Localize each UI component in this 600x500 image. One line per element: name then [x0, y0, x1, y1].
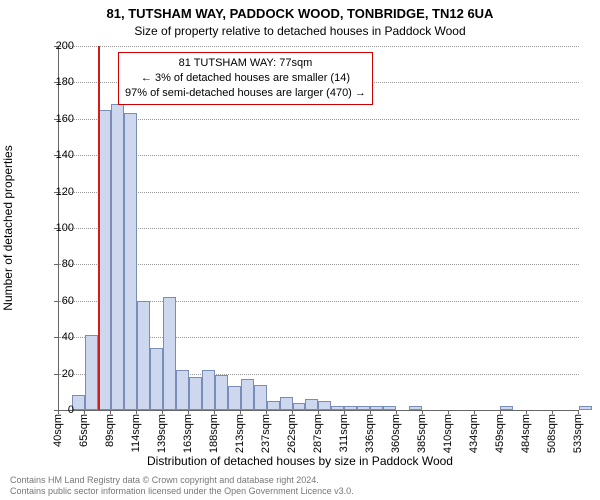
gridline: [59, 155, 579, 156]
x-tick-label: 459sqm: [494, 414, 506, 453]
x-tick-label: 508sqm: [546, 414, 558, 453]
histogram-bar: [137, 301, 150, 410]
histogram-bar: [500, 406, 513, 410]
property-marker-line: [98, 46, 100, 410]
y-tick-mark: [54, 337, 58, 338]
x-tick-label: 114sqm: [130, 414, 142, 452]
x-tick-label: 484sqm: [520, 414, 532, 453]
histogram-bar: [383, 406, 396, 410]
x-tick-label: 163sqm: [182, 414, 194, 453]
x-tick-label: 65sqm: [78, 414, 90, 447]
histogram-bar: [344, 406, 357, 410]
gridline: [59, 192, 579, 193]
histogram-bar: [293, 403, 306, 410]
y-tick-mark: [54, 192, 58, 193]
histogram-bar: [150, 348, 163, 410]
annotation-line1: 81 TUTSHAM WAY: 77sqm: [125, 56, 366, 71]
x-tick-label: 287sqm: [312, 414, 324, 453]
gridline: [59, 46, 579, 47]
y-tick-mark: [54, 155, 58, 156]
y-tick-mark: [54, 264, 58, 265]
histogram-bar: [267, 401, 280, 410]
x-tick-label: 237sqm: [260, 414, 272, 453]
histogram-bar: [254, 385, 267, 410]
gridline: [59, 264, 579, 265]
footer-line2: Contains public sector information licen…: [10, 486, 354, 497]
y-tick-mark: [54, 46, 58, 47]
x-tick-label: 336sqm: [364, 414, 376, 453]
histogram-bar: [579, 406, 592, 410]
x-tick-label: 188sqm: [208, 414, 220, 453]
histogram-bar: [111, 104, 124, 410]
footer-attribution: Contains HM Land Registry data © Crown c…: [10, 475, 354, 498]
histogram-bar: [305, 399, 318, 410]
y-tick-mark: [54, 82, 58, 83]
x-tick-label: 89sqm: [104, 414, 116, 447]
chart-title-sub: Size of property relative to detached ho…: [0, 24, 600, 38]
gridline: [59, 228, 579, 229]
chart-title-main: 81, TUTSHAM WAY, PADDOCK WOOD, TONBRIDGE…: [0, 6, 600, 21]
annotation-box: 81 TUTSHAM WAY: 77sqm ← 3% of detached h…: [118, 52, 373, 105]
histogram-bar: [215, 375, 228, 410]
x-tick-label: 385sqm: [416, 414, 428, 453]
histogram-bar: [409, 406, 422, 410]
x-tick-label: 311sqm: [338, 414, 350, 452]
histogram-bar: [280, 397, 293, 410]
x-tick-label: 213sqm: [234, 414, 246, 453]
chart-container: 81, TUTSHAM WAY, PADDOCK WOOD, TONBRIDGE…: [0, 0, 600, 500]
x-tick-label: 434sqm: [468, 414, 480, 453]
histogram-bar: [331, 406, 344, 410]
histogram-bar: [124, 113, 137, 410]
y-tick-mark: [54, 119, 58, 120]
histogram-bar: [357, 406, 370, 410]
y-tick-mark: [54, 228, 58, 229]
histogram-bar: [189, 377, 202, 410]
histogram-bar: [202, 370, 215, 410]
y-tick-mark: [54, 301, 58, 302]
histogram-bar: [85, 335, 98, 410]
x-tick-label: 533sqm: [572, 414, 584, 453]
x-axis-label: Distribution of detached houses by size …: [0, 454, 600, 468]
histogram-bar: [228, 386, 241, 410]
annotation-line2: ← 3% of detached houses are smaller (14): [125, 71, 366, 86]
gridline: [59, 119, 579, 120]
histogram-bar: [163, 297, 176, 410]
x-tick-label: 360sqm: [390, 414, 402, 453]
histogram-bar: [241, 379, 254, 410]
y-tick-mark: [54, 374, 58, 375]
x-tick-label: 262sqm: [286, 414, 298, 453]
histogram-bar: [370, 406, 383, 410]
annotation-line3: 97% of semi-detached houses are larger (…: [125, 86, 366, 101]
footer-line1: Contains HM Land Registry data © Crown c…: [10, 475, 354, 486]
x-tick-label: 139sqm: [156, 414, 168, 453]
histogram-bar: [176, 370, 189, 410]
histogram-bar: [318, 401, 331, 410]
x-tick-label: 410sqm: [442, 414, 454, 453]
y-axis-label: Number of detached properties: [1, 145, 15, 310]
x-tick-label: 40sqm: [52, 414, 64, 447]
